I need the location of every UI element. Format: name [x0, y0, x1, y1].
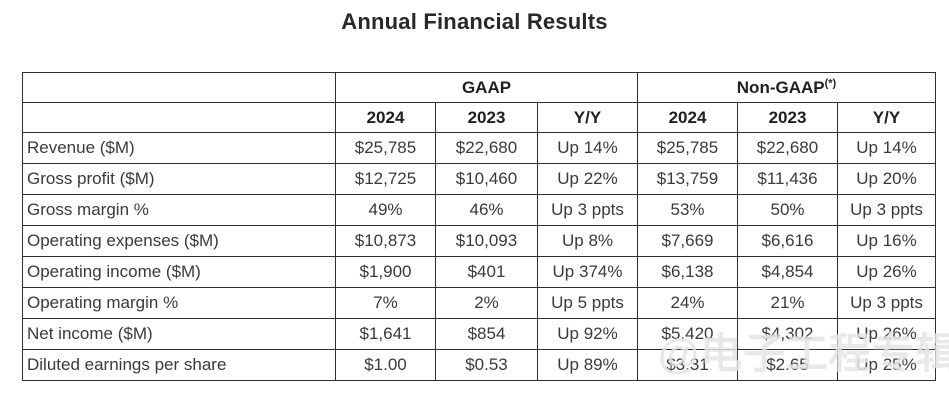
cell: $0.53: [435, 349, 538, 381]
cell: 46%: [435, 194, 538, 226]
cell: $5,420: [637, 318, 738, 350]
cell: $6,616: [737, 225, 838, 257]
cell: $6,138: [637, 256, 738, 288]
table-row-operating-expenses: Operating expenses ($M) $10,873 $10,093 …: [22, 225, 936, 257]
cell: Up 16%: [837, 225, 936, 257]
gaap-label: GAAP: [461, 77, 512, 97]
cell: $10,460: [435, 163, 538, 195]
cell: $2.65: [737, 349, 838, 381]
cell: 2%: [435, 287, 538, 319]
row-label: Gross profit ($M): [22, 163, 336, 195]
cell: $1,641: [335, 318, 436, 350]
table-row-net-income: Net income ($M) $1,641 $854 Up 92% $5,42…: [22, 318, 936, 350]
column-header-gaap-2023: 2023: [435, 102, 538, 133]
row-label: Operating margin %: [22, 287, 336, 319]
cell: $854: [435, 318, 538, 350]
table-row-revenue: Revenue ($M) $25,785 $22,680 Up 14% $25,…: [22, 132, 936, 164]
cell: Up 20%: [837, 163, 936, 195]
table-row-operating-margin: Operating margin % 7% 2% Up 5 ppts 24% 2…: [22, 287, 936, 319]
cell: $1.00: [335, 349, 436, 381]
cell: Up 5 ppts: [537, 287, 638, 319]
cell: $401: [435, 256, 538, 288]
column-header-nongaap-2023: 2023: [737, 102, 838, 133]
cell: Up 14%: [537, 132, 638, 164]
cell: 53%: [637, 194, 738, 226]
row-label: Operating income ($M): [22, 256, 336, 288]
column-header-gaap-yy: Y/Y: [537, 102, 638, 133]
cell: $4,302: [737, 318, 838, 350]
footnote-marker: (*): [824, 76, 837, 89]
financial-results-table: GAAP Non-GAAP(*) 2024 2023 Y/Y 2024 2023…: [22, 72, 936, 381]
cell: 21%: [737, 287, 838, 319]
cell: Up 26%: [837, 256, 936, 288]
cell: Up 374%: [537, 256, 638, 288]
cell: $7,669: [637, 225, 738, 257]
cell: Up 8%: [537, 225, 638, 257]
row-label: Diluted earnings per share: [22, 349, 336, 381]
group-header-row: GAAP Non-GAAP(*): [22, 72, 936, 103]
row-label: Operating expenses ($M): [22, 225, 336, 257]
row-label: Revenue ($M): [22, 132, 336, 164]
cell: $3.31: [637, 349, 738, 381]
cell: $22,680: [737, 132, 838, 164]
cell: $10,873: [335, 225, 436, 257]
corner-empty-cell: [22, 102, 336, 133]
column-header-row: 2024 2023 Y/Y 2024 2023 Y/Y: [22, 102, 936, 133]
cell: $4,854: [737, 256, 838, 288]
column-header-gaap-2024: 2024: [335, 102, 436, 133]
table-row-gross-margin: Gross margin % 49% 46% Up 3 ppts 53% 50%…: [22, 194, 936, 226]
non-gaap-label: Non-GAAP: [736, 77, 825, 97]
cell: $12,725: [335, 163, 436, 195]
cell: $13,759: [637, 163, 738, 195]
cell: Up 25%: [837, 349, 936, 381]
column-header-nongaap-2024: 2024: [637, 102, 738, 133]
cell: 49%: [335, 194, 436, 226]
cell: 24%: [637, 287, 738, 319]
row-label: Gross margin %: [22, 194, 336, 226]
table-row-operating-income: Operating income ($M) $1,900 $401 Up 374…: [22, 256, 936, 288]
table-row-gross-profit: Gross profit ($M) $12,725 $10,460 Up 22%…: [22, 163, 936, 195]
corner-empty-cell: [22, 72, 336, 103]
cell: Up 14%: [837, 132, 936, 164]
cell: Up 22%: [537, 163, 638, 195]
cell: Up 89%: [537, 349, 638, 381]
cell: 7%: [335, 287, 436, 319]
cell: $1,900: [335, 256, 436, 288]
row-label: Net income ($M): [22, 318, 336, 350]
cell: $11,436: [737, 163, 838, 195]
group-header-gaap: GAAP: [335, 72, 638, 103]
cell: Up 26%: [837, 318, 936, 350]
cell: Up 3 ppts: [837, 287, 936, 319]
group-header-non-gaap: Non-GAAP(*): [637, 72, 936, 103]
cell: Up 92%: [537, 318, 638, 350]
cell: $10,093: [435, 225, 538, 257]
cell: Up 3 ppts: [537, 194, 638, 226]
cell: 50%: [737, 194, 838, 226]
table-row-diluted-eps: Diluted earnings per share $1.00 $0.53 U…: [22, 349, 936, 381]
cell: $22,680: [435, 132, 538, 164]
cell: $25,785: [637, 132, 738, 164]
cell: $25,785: [335, 132, 436, 164]
column-header-nongaap-yy: Y/Y: [837, 102, 936, 133]
cell: Up 3 ppts: [837, 194, 936, 226]
page-title: Annual Financial Results: [341, 9, 608, 34]
